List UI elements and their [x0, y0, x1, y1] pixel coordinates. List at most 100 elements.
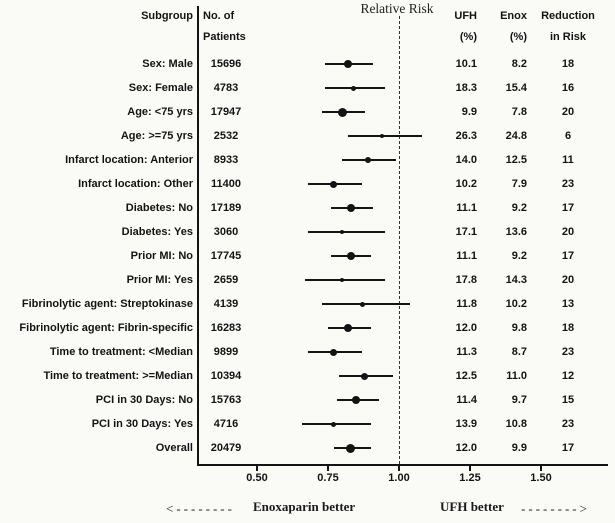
- reduction-column-header-line1: Reduction: [541, 10, 595, 22]
- reduction-value: 23: [561, 178, 575, 190]
- reference-line: [399, 16, 400, 464]
- x-axis-tick-label: 0.50: [246, 472, 268, 484]
- point-estimate-marker: [331, 421, 337, 427]
- subgroup-label: Prior MI: No: [130, 250, 193, 262]
- reduction-value: 20: [561, 106, 575, 118]
- patients-value: 4783: [213, 82, 239, 94]
- confidence-interval-line: [322, 303, 411, 305]
- ufh-value: 10.2: [455, 178, 477, 190]
- ufh-value: 14.0: [455, 154, 477, 166]
- confidence-interval-line: [302, 423, 371, 425]
- patients-value: 11400: [211, 178, 241, 190]
- reduction-value: 17: [561, 250, 575, 262]
- x-axis-line: [197, 464, 608, 466]
- ufh-value: 11.4: [456, 394, 477, 406]
- enox-value: 24.8: [505, 130, 527, 142]
- subgroup-label: Infarct location: Anterior: [65, 154, 193, 166]
- point-estimate-marker: [346, 204, 355, 212]
- subgroup-label: Age: >=75 yrs: [120, 130, 193, 142]
- subgroup-label: Sex: Female: [128, 82, 193, 94]
- ufh-value: 13.9: [455, 418, 477, 430]
- reduction-value: 20: [561, 274, 575, 286]
- enox-column-header-line1: Enox: [500, 10, 527, 22]
- patients-value: 17189: [210, 202, 242, 214]
- point-estimate-marker: [340, 278, 345, 282]
- confidence-interval-line: [308, 231, 385, 233]
- patients-value: 4139: [213, 298, 239, 310]
- patients-value: 15763: [210, 394, 242, 406]
- reduction-value: 17: [561, 202, 575, 214]
- enox-value: 8.7: [511, 346, 527, 358]
- chart-title: Relative Risk: [360, 1, 434, 16]
- patients-value: 17745: [210, 250, 242, 262]
- patients-column-header-line1: No. of: [203, 10, 235, 22]
- y-axis-line: [197, 6, 199, 465]
- enox-value: 15.4: [505, 82, 527, 94]
- patients-value: 4716: [213, 418, 239, 430]
- ufh-value: 10.1: [455, 58, 477, 70]
- point-estimate-marker: [343, 324, 352, 332]
- enox-value: 12.5: [505, 154, 527, 166]
- patients-value: 20479: [210, 442, 242, 454]
- ufh-value: 11.3: [456, 346, 477, 358]
- subgroup-label: Fibrinolytic agent: Fibrin-specific: [19, 322, 193, 334]
- subgroup-label: Time to treatment: >=Median: [43, 370, 193, 382]
- point-estimate-marker: [379, 134, 384, 138]
- reduction-value: 18: [561, 322, 575, 334]
- patients-value: 17947: [210, 106, 242, 118]
- reduction-value: 12: [561, 370, 575, 382]
- point-estimate-marker: [346, 252, 355, 260]
- subgroup-label: Diabetes: No: [125, 202, 193, 214]
- ufh-column-header-line1: UFH: [454, 10, 477, 22]
- ufh-value: 9.9: [461, 106, 477, 118]
- point-estimate-marker: [337, 107, 347, 117]
- reduction-value: 17: [561, 442, 575, 454]
- left-direction-label: Enoxaparin better: [253, 499, 356, 514]
- point-estimate-marker: [351, 85, 357, 91]
- enox-value: 9.8: [511, 322, 527, 334]
- x-axis-tick-mark: [469, 464, 471, 471]
- confidence-interval-line: [347, 135, 422, 137]
- ufh-value: 17.1: [455, 226, 477, 238]
- x-axis-tick-label: 1.25: [459, 472, 481, 484]
- patients-value: 3060: [213, 226, 239, 238]
- patients-column-header-line2: Patients: [203, 31, 246, 43]
- enox-value: 9.2: [511, 202, 527, 214]
- patients-value: 2659: [213, 274, 239, 286]
- point-estimate-marker: [343, 60, 352, 68]
- x-axis-tick-label: 0.75: [317, 472, 339, 484]
- enox-value: 7.8: [511, 106, 527, 118]
- reduction-value: 20: [561, 226, 575, 238]
- x-axis-tick-label: 1.00: [388, 472, 410, 484]
- enox-value: 9.7: [511, 394, 527, 406]
- reduction-value: 18: [561, 58, 575, 70]
- subgroup-label: Overall: [155, 442, 193, 454]
- subgroup-column-header: Subgroup: [141, 10, 193, 22]
- x-axis-tick-mark: [256, 464, 258, 471]
- x-axis-tick-mark: [398, 464, 400, 471]
- ufh-value: 17.8: [455, 274, 477, 286]
- reduction-value: 15: [561, 394, 575, 406]
- reduction-column-header-line2: in Risk: [549, 31, 587, 43]
- enox-value: 10.2: [505, 298, 527, 310]
- enox-value: 11.0: [506, 370, 527, 382]
- point-estimate-marker: [361, 372, 369, 380]
- right-direction-label: UFH better: [440, 499, 504, 514]
- enox-value: 9.2: [511, 250, 527, 262]
- ufh-value: 12.5: [455, 370, 477, 382]
- ufh-value: 11.1: [456, 250, 477, 262]
- point-estimate-marker: [340, 230, 345, 234]
- ufh-value: 18.3: [455, 82, 477, 94]
- reduction-value: 23: [561, 346, 575, 358]
- enox-value: 8.2: [511, 58, 527, 70]
- patients-value: 2532: [213, 130, 239, 142]
- point-estimate-marker: [359, 301, 365, 307]
- subgroup-label: Time to treatment: <Median: [49, 346, 193, 358]
- subgroup-label: Diabetes: Yes: [121, 226, 193, 238]
- ufh-value: 26.3: [455, 130, 477, 142]
- patients-value: 10394: [210, 370, 242, 382]
- ufh-column-header-line2: (%): [459, 31, 477, 43]
- point-estimate-marker: [330, 348, 338, 356]
- patients-value: 8933: [213, 154, 239, 166]
